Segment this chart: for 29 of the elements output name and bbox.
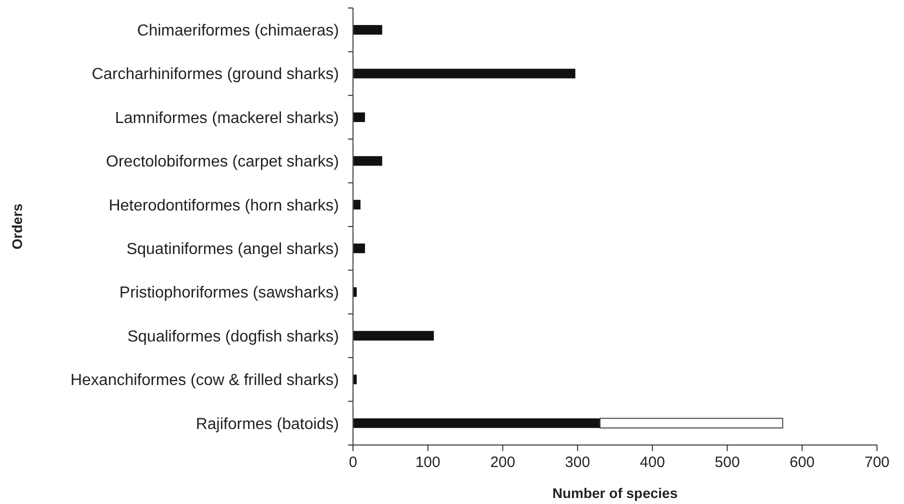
y-axis-title: Orders	[9, 203, 25, 250]
x-tick-label: 500	[714, 454, 740, 471]
x-tick-label: 0	[348, 454, 358, 471]
y-tick-label: Lamniformes (mackerel sharks)	[114, 110, 339, 127]
bar	[353, 330, 434, 341]
x-tick-label: 700	[864, 454, 890, 471]
x-tick-label: 100	[415, 454, 440, 471]
bar	[353, 68, 576, 78]
y-tick-label: Carcharhiniformes (ground sharks)	[92, 66, 339, 84]
x-tick-label: 200	[490, 454, 516, 471]
y-tick-label: Squatiniformes (angel sharks)	[126, 240, 339, 258]
bar	[353, 418, 600, 428]
bar	[353, 200, 360, 210]
bar	[353, 112, 365, 122]
bar	[353, 244, 365, 254]
y-tick-label: Orectolobiformes (carpet sharks)	[106, 154, 339, 171]
x-tick-label: 400	[640, 454, 665, 471]
bar	[600, 418, 784, 428]
y-tick-label: Heterodontiformes (horn sharks)	[108, 197, 339, 214]
x-axis-title: Number of species	[552, 485, 678, 501]
bar	[353, 25, 382, 35]
bar	[353, 156, 382, 166]
y-tick-label: Pristiophoriformes (sawsharks)	[119, 284, 339, 302]
y-tick-label: Squaliformes (dogfish sharks)	[127, 328, 339, 346]
y-tick-label: Rajiformes (batoids)	[196, 416, 339, 433]
x-tick-label: 600	[790, 454, 815, 471]
x-tick-label: 300	[565, 454, 590, 471]
y-tick-label: Chimaeriformes (chimaeras)	[137, 22, 339, 40]
y-tick-label: Hexanchiformes (cow & frilled sharks)	[70, 372, 339, 390]
